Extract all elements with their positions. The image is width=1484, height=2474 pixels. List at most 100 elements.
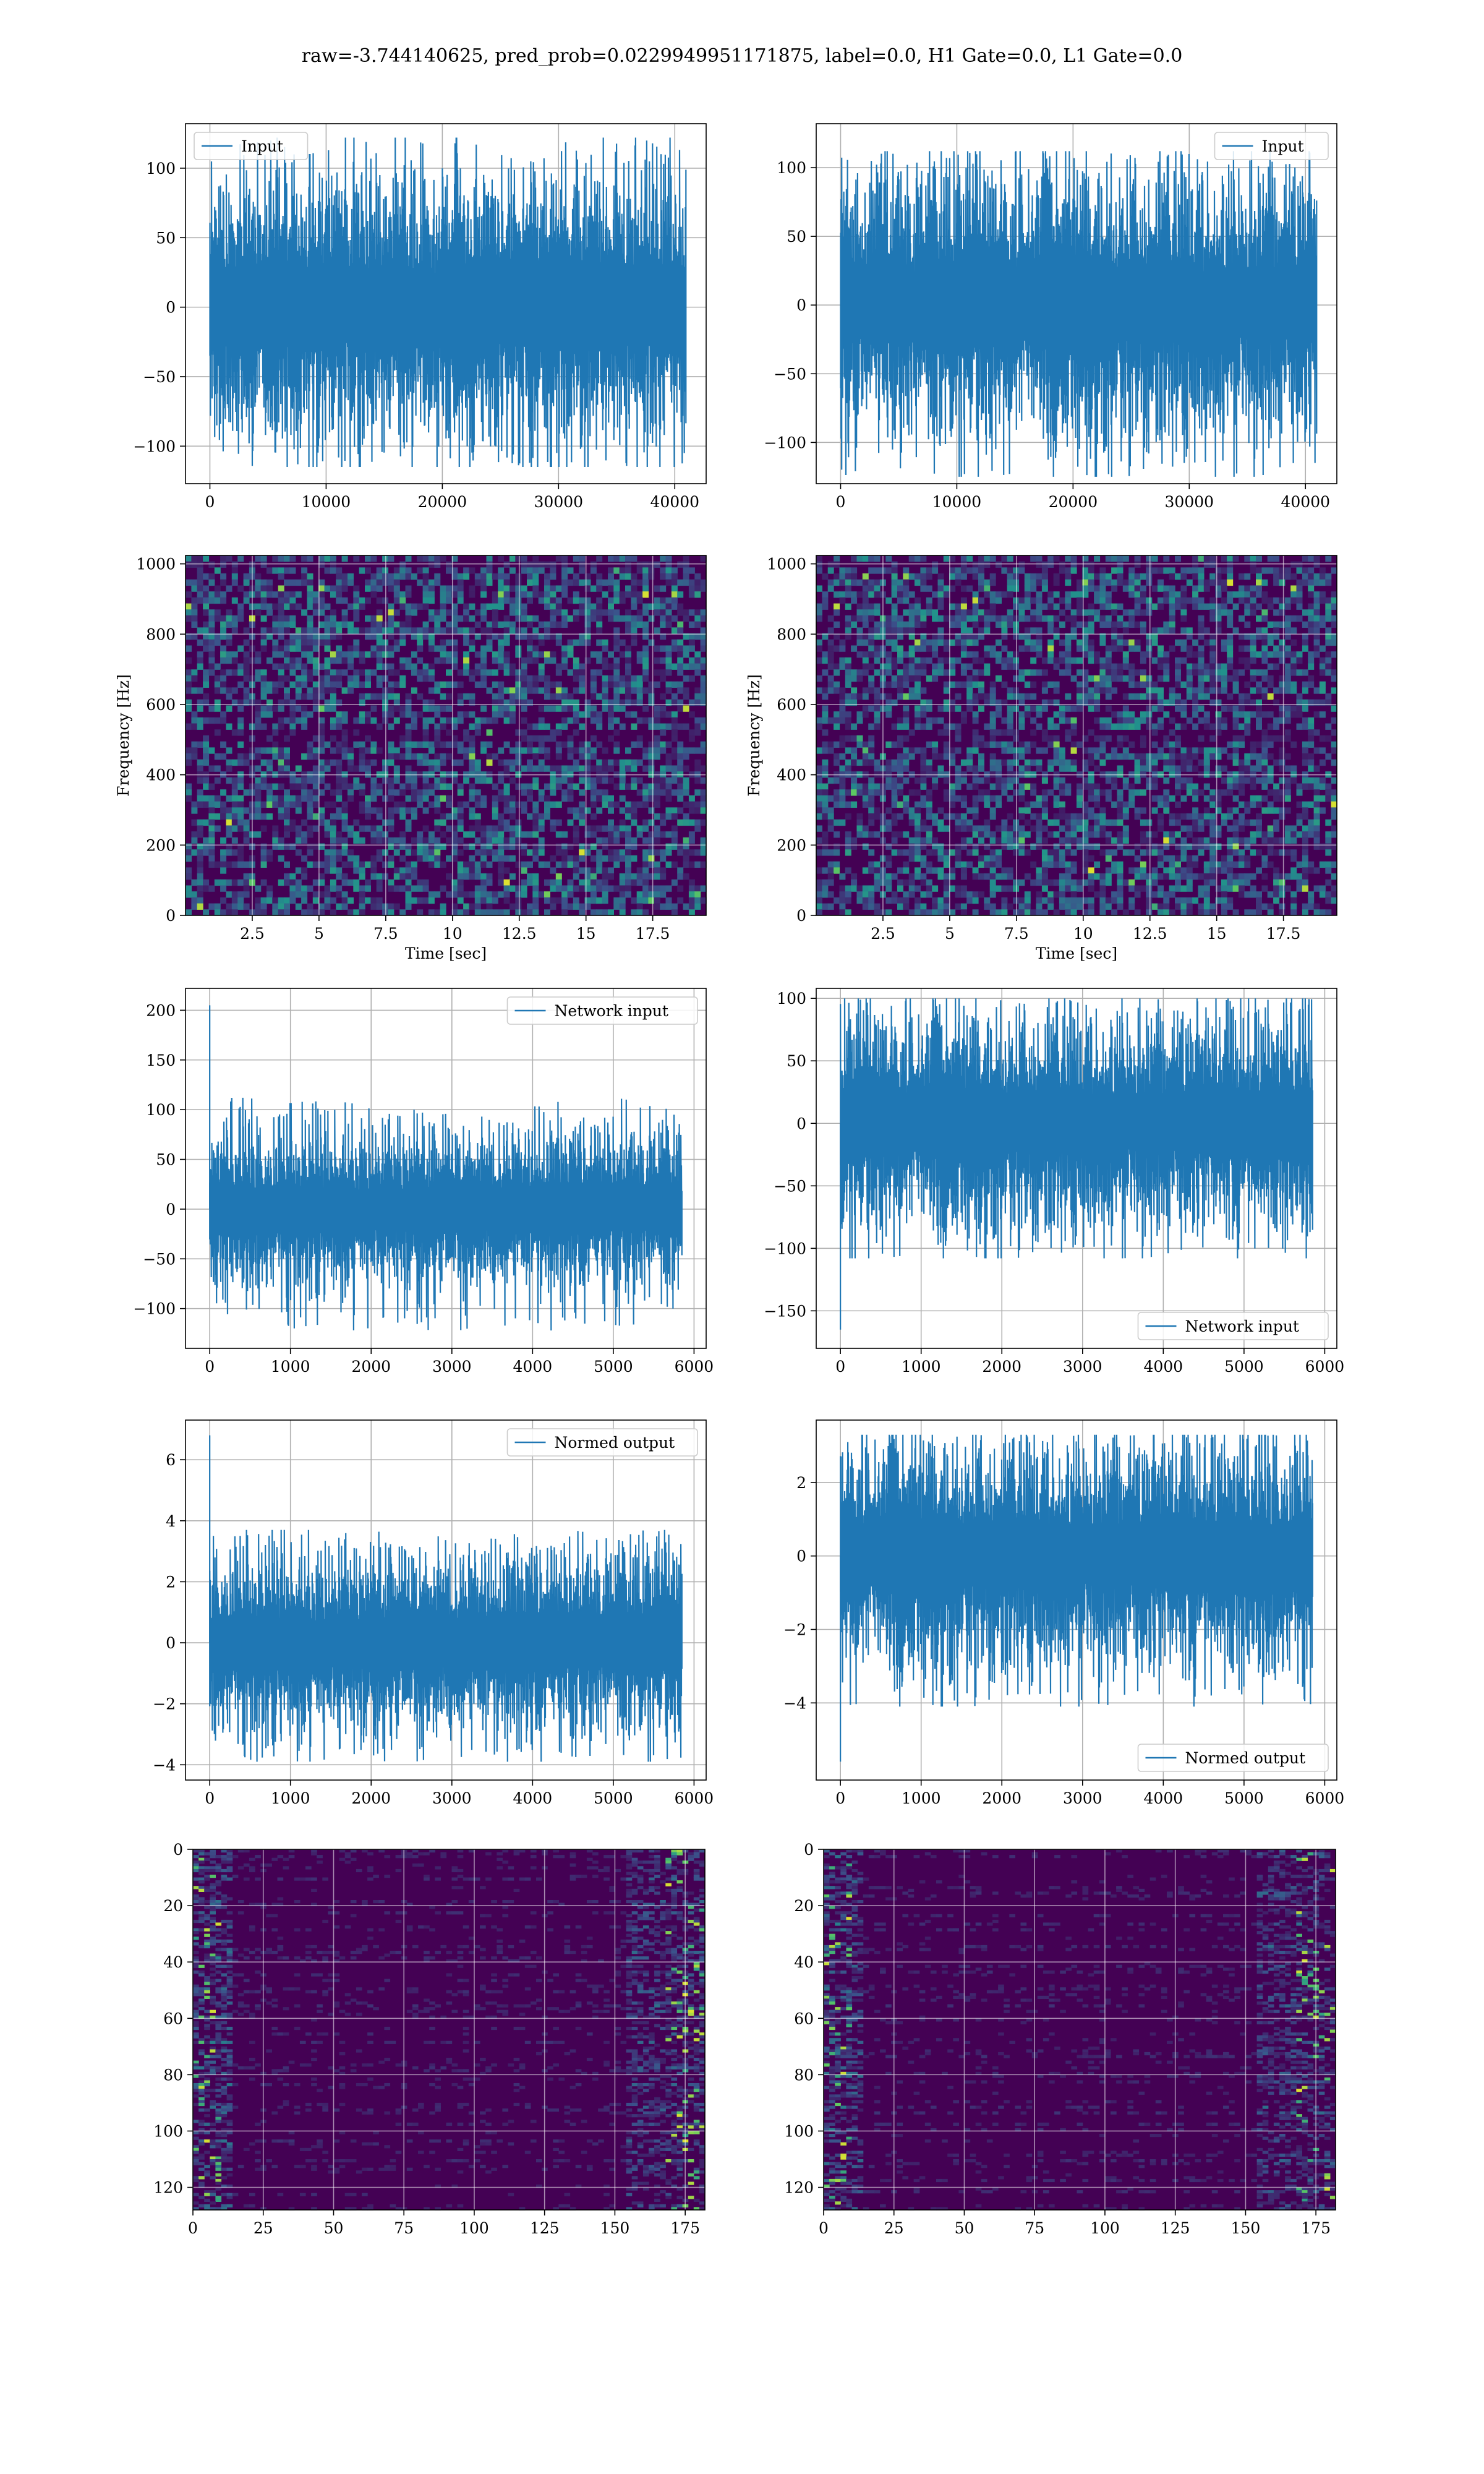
x-tick-label: 20000 [1049, 493, 1098, 511]
y-tick-label: −50 [774, 1177, 806, 1195]
x-tick-label: 7.5 [373, 925, 398, 943]
x-tick-label: 75 [1025, 2219, 1044, 2237]
x-tick-label: 2000 [982, 1789, 1021, 1807]
subplot-grid: 0 10000 20000 30000 40000−100−50050100Input0… [114, 123, 1345, 2237]
subplot-h1-input: 0 10000 20000 30000 40000 −100 −50 0 50 100 Input [133, 123, 707, 511]
legend-label: Network input [555, 1002, 668, 1020]
x-tick-label: 10 [1073, 925, 1093, 943]
axes-frame [816, 123, 1337, 484]
x-tick-label: 1000 [271, 1789, 310, 1807]
x-tick-label: 30000 [534, 493, 584, 511]
y-tick-label: 0 [166, 907, 176, 925]
y-tick-label: 80 [163, 2066, 183, 2084]
x-tick-label: 2.5 [871, 925, 895, 943]
series-line [209, 1097, 683, 1331]
y-tick-label: 0 [796, 296, 806, 314]
y-tick-label: 40 [794, 1953, 814, 1971]
x-tick-label: 7.5 [1004, 925, 1029, 943]
x-tick-label: 2.5 [240, 925, 265, 943]
legend-label: Input [1262, 137, 1304, 155]
legend-box [194, 132, 309, 160]
y-tick-label: 800 [777, 625, 806, 643]
axes-frame [816, 555, 1337, 916]
x-tick-label: 3000 [1063, 1789, 1102, 1807]
series-line [840, 151, 1318, 477]
x-tick-label: 3000 [1063, 1358, 1102, 1376]
x-tick-label: 6000 [675, 1789, 714, 1807]
x-tick-label: 0 [205, 1358, 215, 1376]
x-tick-label: 3000 [432, 1789, 472, 1807]
subplot-h1-spectrogram: 2.5 5 7.5 10 12.5 15 17.5 0 200 400 600 800 1000 Time… [114, 555, 707, 962]
y-axis-label: Frequency [Hz] [114, 674, 132, 797]
x-tick-label: 2000 [351, 1789, 391, 1807]
y-tick-label: 0 [173, 1841, 183, 1859]
legend: Network input [1137, 1312, 1329, 1340]
x-tick-label: 4000 [513, 1358, 553, 1376]
figure-suptitle: raw=-3.744140625, pred_prob=0.0229949951… [302, 45, 1183, 67]
x-tick-label: 25 [884, 2219, 904, 2237]
x-tick-label: 100 [1090, 2219, 1120, 2237]
y-tick-label: 6 [166, 1451, 176, 1469]
y-tick-label: −150 [764, 1302, 806, 1320]
y-tick-label: 0 [804, 1841, 814, 1859]
y-tick-label: −50 [143, 1250, 176, 1268]
series-line [209, 1530, 683, 1762]
grid [823, 1849, 1336, 2210]
subplot-h1-feature-map: 0 25 50 75 100 125 150 175 0 20 40 60 80 100 120 [153, 1841, 706, 2237]
y-tick-label: 200 [146, 836, 176, 854]
x-tick-label: 5000 [594, 1358, 633, 1376]
y-axis-label: Frequency [Hz] [745, 674, 763, 797]
x-tick-label: 5 [945, 925, 955, 943]
y-tick-label: 100 [777, 990, 806, 1008]
x-tick-label: 175 [670, 2219, 700, 2237]
x-tick-label: 0 [836, 493, 846, 511]
series-line [840, 1434, 1313, 1707]
y-tick-label: 600 [146, 696, 176, 714]
x-tick-label: 75 [394, 2219, 414, 2237]
y-tick-label: 2 [796, 1474, 806, 1492]
legend: Input [1214, 132, 1329, 160]
y-tick-label: 50 [156, 1151, 176, 1169]
x-tick-label: 6000 [1305, 1789, 1345, 1807]
x-tick-label: 17.5 [1266, 925, 1301, 943]
x-tick-label: 175 [1301, 2219, 1331, 2237]
x-tick-label: 1000 [271, 1358, 310, 1376]
y-tick-label: 0 [796, 907, 806, 925]
y-tick-label: 200 [146, 1001, 176, 1019]
legend: Input [194, 132, 309, 160]
x-tick-label: 12.5 [1133, 925, 1167, 943]
y-tick-label: 0 [796, 1547, 806, 1565]
y-tick-label: 0 [166, 299, 176, 317]
x-tick-label: 150 [600, 2219, 630, 2237]
x-tick-label: 0 [835, 1789, 845, 1807]
y-tick-label: 0 [166, 1634, 176, 1652]
legend-label: Input [241, 137, 283, 155]
x-tick-label: 2000 [982, 1358, 1021, 1376]
x-tick-label: 10000 [302, 493, 351, 511]
x-tick-label: 150 [1231, 2219, 1261, 2237]
x-tick-label: 15 [576, 925, 596, 943]
x-tick-label: 10 [443, 925, 463, 943]
x-tick-label: 0 [819, 2219, 829, 2237]
legend-box [1137, 1744, 1329, 1772]
y-tick-label: 200 [777, 836, 806, 854]
y-tick-label: 400 [777, 766, 806, 784]
y-tick-label: 100 [146, 1101, 176, 1119]
x-tick-label: 4000 [1144, 1358, 1183, 1376]
axes-frame [185, 1419, 707, 1781]
y-tick-label: 120 [784, 2179, 814, 2197]
y-tick-label: 50 [156, 229, 176, 247]
y-tick-label: −100 [133, 1300, 176, 1318]
x-tick-label: 125 [1161, 2219, 1190, 2237]
y-tick-label: −100 [764, 434, 806, 452]
y-tick-label: 1000 [767, 555, 806, 573]
x-tick-label: 125 [530, 2219, 560, 2237]
y-tick-label: 20 [794, 1897, 814, 1915]
subplot-l1-feature-map: 0 25 50 75 100 125 150 175 0 20 40 60 80 100 120 [784, 1841, 1336, 2237]
y-tick-label: 80 [794, 2066, 814, 2084]
y-tick-label: 50 [787, 228, 806, 246]
subplot-h1-normed-output: 0 1000 2000 3000 4000 5000 6000 −4 −2 0 2 4 6 Normed … [153, 1419, 714, 1807]
x-tick-label: 30000 [1165, 493, 1214, 511]
x-tick-label: 17.5 [636, 925, 670, 943]
